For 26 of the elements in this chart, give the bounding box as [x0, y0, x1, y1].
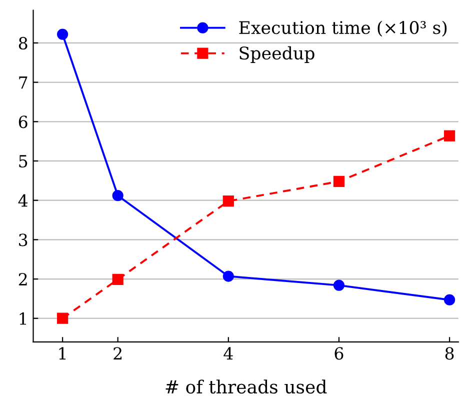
x-tick-label: 8	[445, 347, 454, 360]
point	[222, 196, 234, 207]
point	[56, 312, 68, 324]
point	[56, 28, 68, 40]
point	[112, 190, 124, 202]
x-tick-label: 1	[59, 347, 66, 360]
x-axis-title: # of threads used	[166, 380, 327, 394]
y-tick-label: 1	[20, 312, 26, 325]
y-tick-label: 6	[18, 116, 28, 128]
point	[333, 280, 345, 291]
point	[444, 130, 456, 142]
x-tick-label: 4	[224, 347, 233, 360]
point	[333, 176, 345, 187]
y-tick-label: 7	[19, 76, 28, 89]
y-tick-label: 4	[18, 194, 28, 207]
legend-label: Speedup	[240, 46, 314, 63]
y-tick-label: 2	[18, 272, 27, 286]
y-tick-label: 5	[19, 155, 28, 168]
x-tick-label: 2	[114, 347, 122, 360]
point	[112, 274, 124, 285]
legend-label: Execution time (×10³ s)	[239, 20, 447, 37]
x-tick-label: 6	[334, 347, 344, 360]
y-tick-label: 8	[18, 36, 28, 50]
y-tick-label: 3	[19, 234, 28, 246]
point	[222, 270, 234, 282]
point	[444, 294, 456, 306]
